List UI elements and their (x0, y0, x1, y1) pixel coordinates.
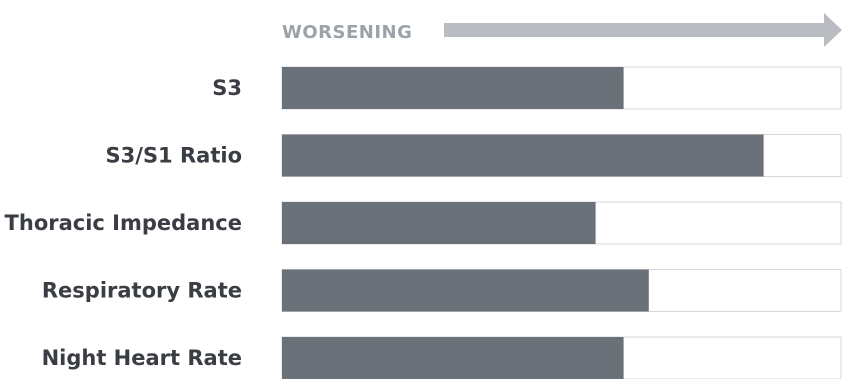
bar-row-thoracic-impedance: Thoracic Impedance (5, 201, 842, 245)
bar-s3 (282, 67, 624, 109)
chart-rows: S3 S3/S1 Ratio Thoracic Impedance Respirato… (5, 66, 842, 379)
chart-header: WORSENING (282, 13, 842, 47)
bar-thoracic-impedance (282, 202, 596, 244)
category-label-s3: S3 (212, 76, 242, 100)
bar-respiratory-rate (282, 269, 649, 312)
category-label-night-heart-rate: Night Heart Rate (42, 346, 242, 370)
worsening-label: WORSENING (282, 22, 412, 43)
category-label-s3-s1-ratio: S3/S1 Ratio (106, 144, 242, 168)
bar-night-heart-rate (282, 337, 624, 379)
bar-row-night-heart-rate: Night Heart Rate (42, 336, 842, 379)
bar-row-s3: S3 (212, 66, 842, 110)
category-label-respiratory-rate: Respiratory Rate (42, 279, 242, 303)
bar-row-s3-s1-ratio: S3/S1 Ratio (106, 134, 842, 177)
bar-row-respiratory-rate: Respiratory Rate (42, 269, 842, 312)
category-label-thoracic-impedance: Thoracic Impedance (5, 211, 242, 235)
worsening-arrow-icon (444, 13, 842, 47)
bar-s3-s1-ratio (282, 134, 764, 177)
